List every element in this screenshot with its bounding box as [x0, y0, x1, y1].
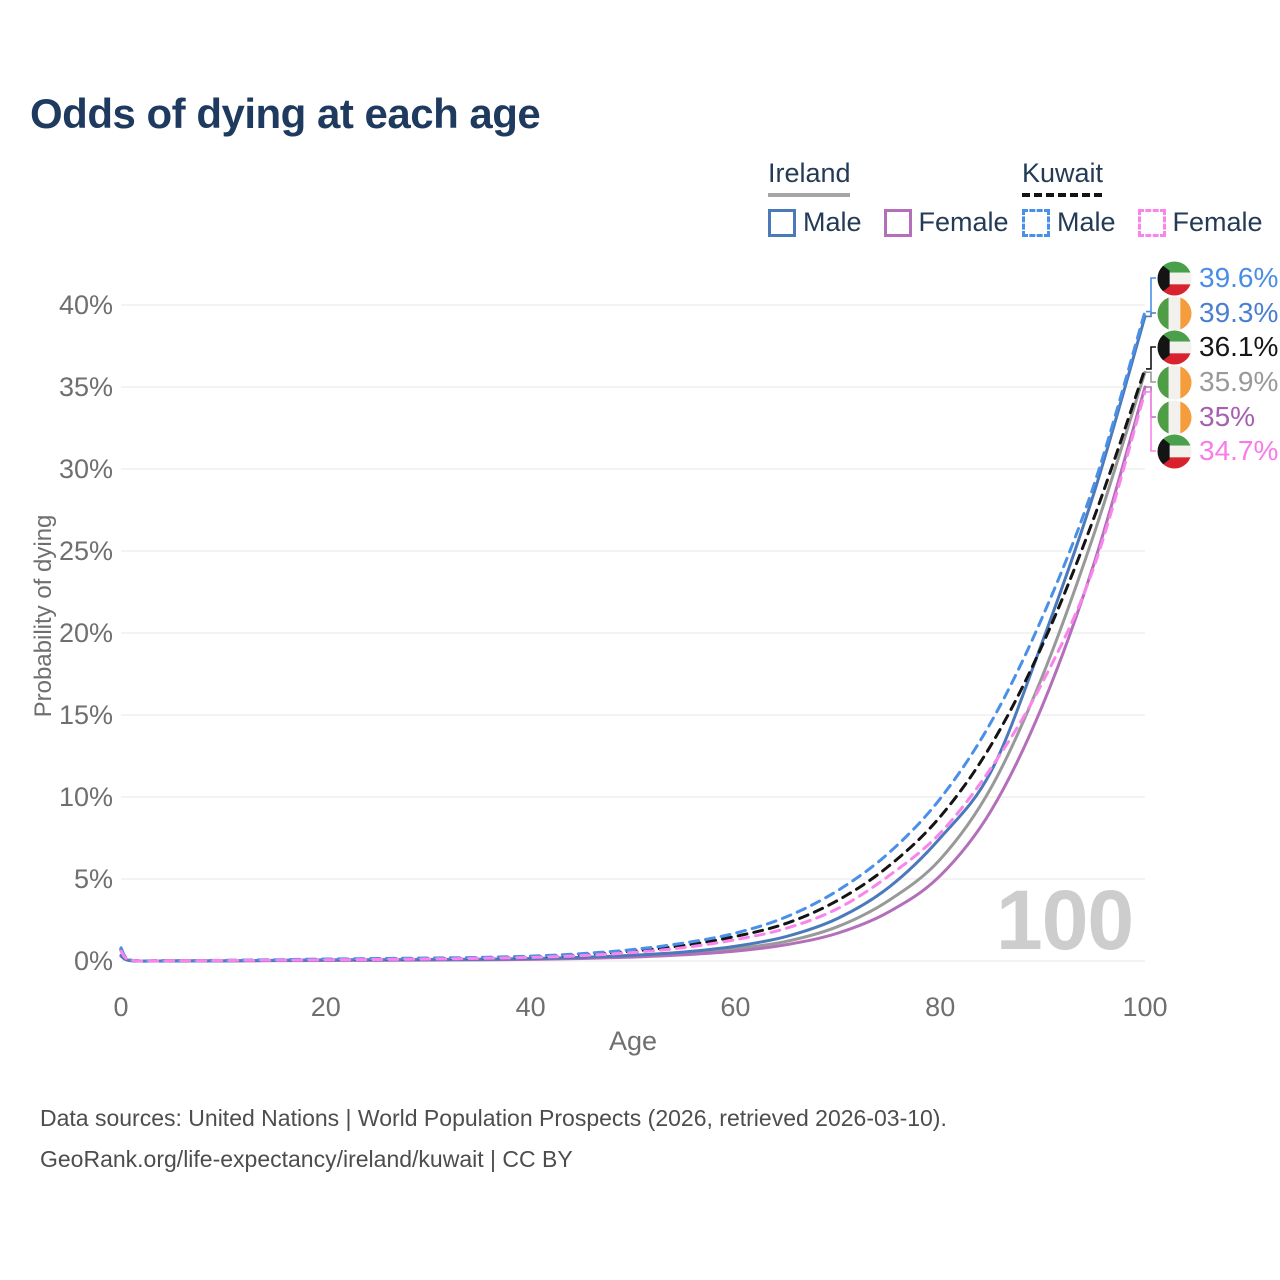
y-tick-label: 35%	[59, 372, 113, 402]
legend-item-label: Male	[803, 207, 862, 237]
end-label-leader	[1146, 277, 1156, 313]
y-tick-label: 0%	[74, 946, 113, 976]
kuwait-flag-icon	[1157, 433, 1192, 469]
legend-group-ireland: Ireland Male Female	[768, 158, 1009, 238]
legend-country-kuwait[interactable]: Kuwait	[1022, 158, 1263, 197]
x-tick-label: 20	[311, 992, 341, 1022]
end-label-leader	[1146, 371, 1156, 383]
legend-item-kuwait-male[interactable]: Male	[1022, 207, 1116, 238]
legend-item-label: Female	[918, 207, 1009, 237]
series-line-ireland-all	[119, 370, 1147, 963]
end-label-value: 34.7%	[1199, 435, 1279, 466]
data-source-line: Data sources: United Nations | World Pop…	[40, 1105, 947, 1131]
chart-title: Odds of dying at each age	[30, 90, 541, 137]
ireland-flag-icon	[1157, 295, 1192, 331]
x-tick-label: 40	[516, 992, 546, 1022]
end-label-ireland-all: 35.9%	[1157, 364, 1278, 400]
end-label-ireland-female: 35%	[1157, 399, 1255, 435]
legend-country-ireland[interactable]: Ireland	[768, 158, 1009, 197]
ireland-female-swatch-icon	[883, 208, 912, 237]
series-line-ireland-female	[119, 385, 1147, 963]
series-line-ireland-male	[119, 314, 1147, 963]
end-label-value: 36.1%	[1199, 331, 1279, 362]
legend-item-label: Female	[1172, 207, 1263, 237]
series-line-kuwait-male	[119, 310, 1147, 963]
x-tick-label: 100	[1122, 992, 1167, 1022]
x-axis-title: Age	[608, 1026, 658, 1056]
y-tick-label: 10%	[59, 782, 113, 812]
end-label-value: 39.6%	[1199, 262, 1279, 293]
ireland-male-swatch-icon	[768, 208, 796, 237]
legend-item-kuwait-female[interactable]: Female	[1137, 207, 1263, 238]
legend-item-ireland-male[interactable]: Male	[768, 207, 862, 238]
kuwait-flag-icon	[1157, 329, 1192, 365]
ireland-line-style-sample	[768, 193, 850, 197]
end-label-leader	[1146, 346, 1156, 370]
legend-item-ireland-female[interactable]: Female	[883, 207, 1009, 238]
end-label-value: 39.3%	[1199, 297, 1279, 328]
x-tick-label: 80	[925, 992, 955, 1022]
legend-group-kuwait: Kuwait Male Female	[1022, 158, 1263, 238]
ireland-flag-icon	[1157, 399, 1192, 435]
y-tick-label: 40%	[59, 290, 113, 320]
series-line-kuwait-female	[119, 390, 1147, 963]
y-tick-label: 5%	[74, 864, 113, 894]
legend-country-label: Ireland	[768, 158, 851, 188]
legend-country-label: Kuwait	[1022, 158, 1104, 188]
x-tick-label: 0	[113, 992, 128, 1022]
end-label-leader	[1146, 312, 1156, 318]
end-label-value: 35.9%	[1199, 366, 1279, 397]
ireland-flag-icon	[1157, 364, 1192, 400]
footer: Data sources: United Nations | World Pop…	[40, 1098, 947, 1180]
y-tick-label: 15%	[59, 700, 113, 730]
x-tick-label: 60	[720, 992, 750, 1022]
end-label-kuwait-female: 34.7%	[1157, 433, 1278, 469]
y-axis-title: Probability of dying	[30, 514, 57, 718]
end-label-value: 35%	[1199, 401, 1256, 432]
end-label-ireland-male: 39.3%	[1157, 295, 1278, 331]
kuwait-flag-icon	[1157, 260, 1192, 296]
kuwait-male-swatch-icon	[1022, 208, 1050, 237]
y-tick-label: 20%	[59, 618, 113, 648]
y-tick-label: 30%	[59, 454, 113, 484]
attribution-line: GeoRank.org/life-expectancy/ireland/kuwa…	[40, 1146, 573, 1172]
kuwait-line-style-sample	[1022, 193, 1102, 197]
end-label-leader	[1146, 391, 1156, 452]
end-label-kuwait-male: 39.6%	[1157, 260, 1278, 296]
series-line-kuwait-all	[119, 367, 1147, 963]
age-watermark: 100	[996, 873, 1134, 967]
y-tick-label: 25%	[59, 536, 113, 566]
legend-item-label: Male	[1057, 207, 1116, 237]
kuwait-female-swatch-icon	[1137, 208, 1166, 237]
end-label-kuwait-all: 36.1%	[1157, 329, 1278, 365]
